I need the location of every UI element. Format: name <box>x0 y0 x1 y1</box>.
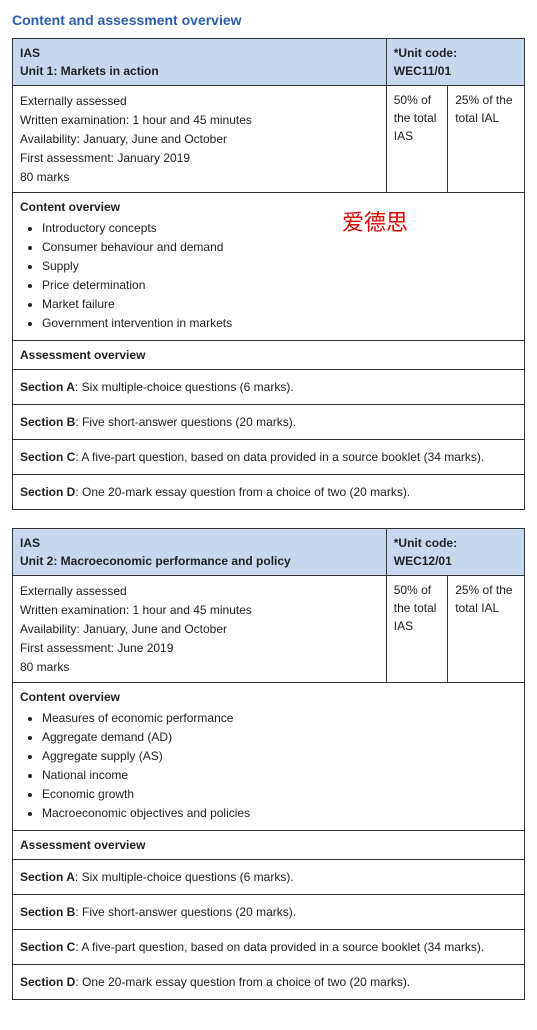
assessment-section-cell: Section A: Six multiple-choice questions… <box>13 860 525 895</box>
content-bullet: Introductory concepts <box>42 219 517 237</box>
unit-block: IASUnit 1: Markets in action*Unit code:W… <box>12 38 525 510</box>
section-desc: : A five-part question, based on data pr… <box>75 940 484 954</box>
assessment-section-cell: Section A: Six multiple-choice questions… <box>13 370 525 405</box>
assessment-section-cell: Section B: Five short-answer questions (… <box>13 895 525 930</box>
assessment-section-cell: Section B: Five short-answer questions (… <box>13 405 525 440</box>
section-desc: : Five short-answer questions (20 marks)… <box>75 415 296 429</box>
detail-line: Availability: January, June and October <box>20 620 379 638</box>
weighting-ias-cell: 50% of the total IAS <box>386 86 447 193</box>
section-label: Section D <box>20 485 75 499</box>
unit-table: IASUnit 1: Markets in action*Unit code:W… <box>12 38 525 510</box>
ias-label: IAS <box>20 534 379 552</box>
section-label: Section D <box>20 975 75 989</box>
unit-code-label: *Unit code: <box>394 534 517 552</box>
detail-line: Externally assessed <box>20 582 379 600</box>
unit-code-cell: *Unit code:WEC11/01 <box>386 39 524 86</box>
assessment-heading-cell: Assessment overview <box>13 341 525 370</box>
detail-line: Externally assessed <box>20 92 379 110</box>
assessment-heading: Assessment overview <box>20 836 517 854</box>
detail-line: 80 marks <box>20 658 379 676</box>
details-cell: Externally assessedWritten examination: … <box>13 576 387 683</box>
content-bullets: Introductory conceptsConsumer behaviour … <box>20 219 517 332</box>
assessment-heading: Assessment overview <box>20 346 517 364</box>
detail-line: Written examination: 1 hour and 45 minut… <box>20 111 379 129</box>
content-bullet: Government intervention in markets <box>42 314 517 332</box>
section-label: Section B <box>20 415 75 429</box>
content-heading: Content overview <box>20 688 517 706</box>
section-label: Section C <box>20 450 75 464</box>
section-label: Section A <box>20 870 75 884</box>
content-bullet: Consumer behaviour and demand <box>42 238 517 256</box>
assessment-section-cell: Section D: One 20-mark essay question fr… <box>13 475 525 510</box>
content-bullet: Measures of economic performance <box>42 709 517 727</box>
unit-title: Unit 1: Markets in action <box>20 62 379 80</box>
section-desc: : Six multiple-choice questions (6 marks… <box>75 380 294 394</box>
content-bullets: Measures of economic performanceAggregat… <box>20 709 517 822</box>
content-bullet: Supply <box>42 257 517 275</box>
section-desc: : A five-part question, based on data pr… <box>75 450 484 464</box>
unit-code: WEC12/01 <box>394 552 517 570</box>
unit-code-cell: *Unit code:WEC12/01 <box>386 529 524 576</box>
assessment-section-cell: Section C: A five-part question, based o… <box>13 440 525 475</box>
content-heading: Content overview <box>20 198 517 216</box>
section-label: Section B <box>20 905 75 919</box>
section-desc: : Five short-answer questions (20 marks)… <box>75 905 296 919</box>
weighting-ial-cell: 25% of the total IAL <box>448 576 525 683</box>
section-label: Section A <box>20 380 75 394</box>
assessment-heading-cell: Assessment overview <box>13 831 525 860</box>
page-title: Content and assessment overview <box>12 12 525 28</box>
details-cell: Externally assessedWritten examination: … <box>13 86 387 193</box>
detail-line: 80 marks <box>20 168 379 186</box>
detail-line: First assessment: January 2019 <box>20 149 379 167</box>
unit-code-label: *Unit code: <box>394 44 517 62</box>
section-desc: : One 20-mark essay question from a choi… <box>75 485 410 499</box>
unit-block: IASUnit 2: Macroeconomic performance and… <box>12 528 525 1000</box>
unit-table: IASUnit 2: Macroeconomic performance and… <box>12 528 525 1000</box>
unit-header-cell: IASUnit 1: Markets in action <box>13 39 387 86</box>
content-overview-cell: Content overview Introductory conceptsCon… <box>13 193 525 341</box>
content-overview-cell: Content overview Measures of economic per… <box>13 683 525 831</box>
content-bullet: Economic growth <box>42 785 517 803</box>
assessment-section-cell: Section C: A five-part question, based o… <box>13 930 525 965</box>
detail-line: First assessment: June 2019 <box>20 639 379 657</box>
content-bullet: Aggregate demand (AD) <box>42 728 517 746</box>
weighting-ial-cell: 25% of the total IAL <box>448 86 525 193</box>
content-bullet: Market failure <box>42 295 517 313</box>
ias-label: IAS <box>20 44 379 62</box>
section-desc: : One 20-mark essay question from a choi… <box>75 975 410 989</box>
content-bullet: Price determination <box>42 276 517 294</box>
units-container: IASUnit 1: Markets in action*Unit code:W… <box>12 38 525 1000</box>
section-desc: : Six multiple-choice questions (6 marks… <box>75 870 294 884</box>
detail-line: Written examination: 1 hour and 45 minut… <box>20 601 379 619</box>
content-bullet: Macroeconomic objectives and policies <box>42 804 517 822</box>
weighting-ias-cell: 50% of the total IAS <box>386 576 447 683</box>
detail-line: Availability: January, June and October <box>20 130 379 148</box>
unit-header-cell: IASUnit 2: Macroeconomic performance and… <box>13 529 387 576</box>
unit-title: Unit 2: Macroeconomic performance and po… <box>20 552 379 570</box>
section-label: Section C <box>20 940 75 954</box>
content-bullet: Aggregate supply (AS) <box>42 747 517 765</box>
assessment-section-cell: Section D: One 20-mark essay question fr… <box>13 965 525 1000</box>
unit-code: WEC11/01 <box>394 62 517 80</box>
content-bullet: National income <box>42 766 517 784</box>
